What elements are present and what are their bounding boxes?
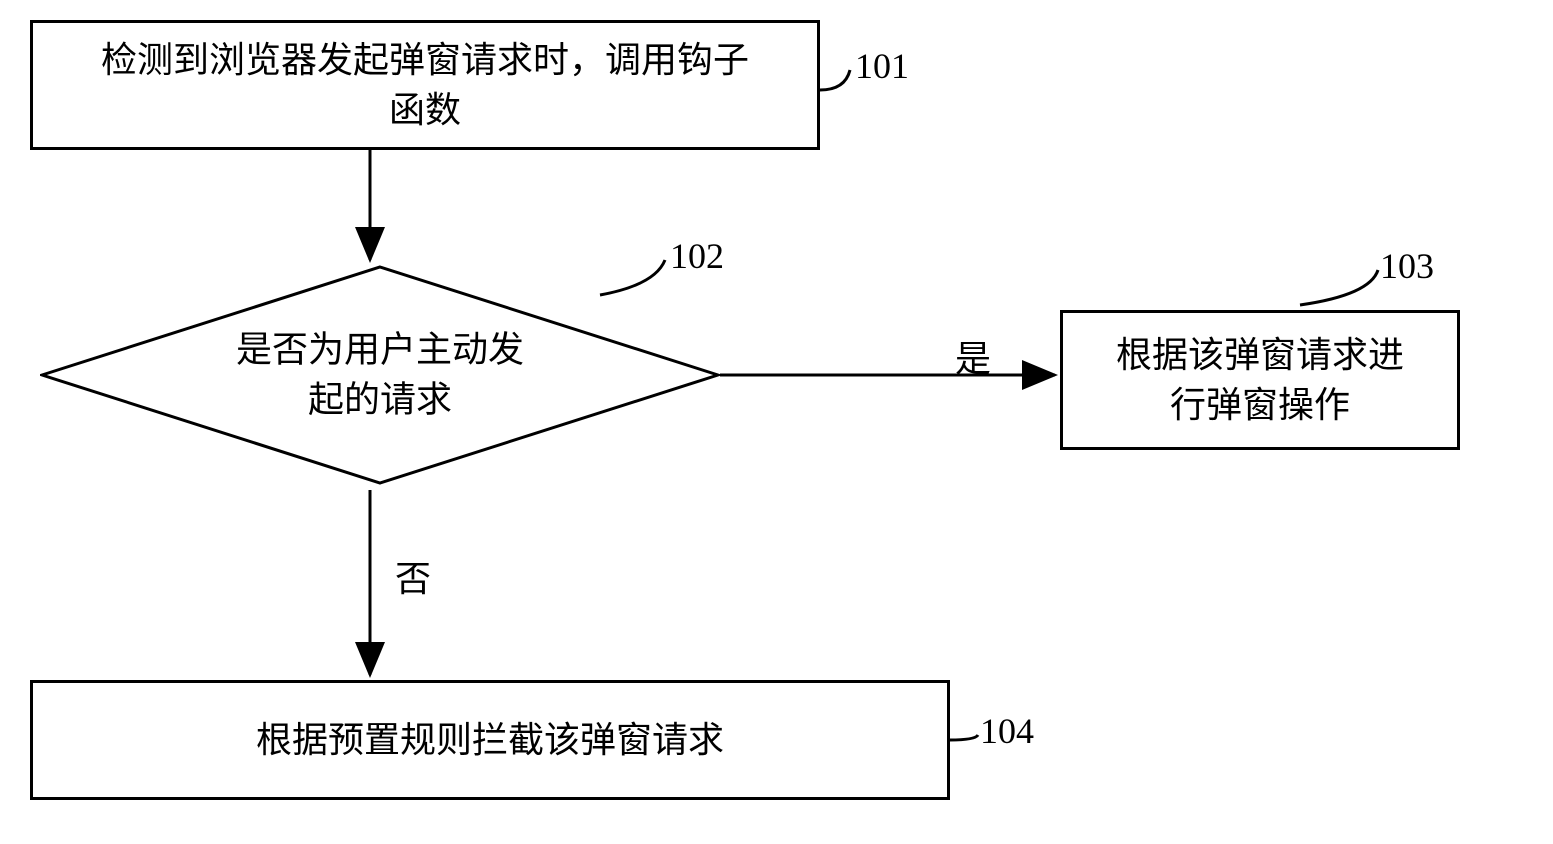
flowchart-node-102: 是否为用户主动发起的请求 bbox=[40, 265, 720, 485]
flowchart-node-101: 检测到浏览器发起弹窗请求时，调用钩子函数 bbox=[30, 20, 820, 150]
node-102-label: 102 bbox=[670, 235, 724, 277]
node-103-text: 根据该弹窗请求进行弹窗操作 bbox=[1116, 330, 1404, 431]
node-104-text: 根据预置规则拦截该弹窗请求 bbox=[256, 715, 724, 765]
edge-no-label: 否 bbox=[395, 550, 431, 602]
flowchart-node-103: 根据该弹窗请求进行弹窗操作 bbox=[1060, 310, 1460, 450]
node-104-label: 104 bbox=[980, 710, 1034, 752]
node-101-text: 检测到浏览器发起弹窗请求时，调用钩子函数 bbox=[101, 35, 749, 136]
node-101-label: 101 bbox=[855, 45, 909, 87]
node-103-label: 103 bbox=[1380, 245, 1434, 287]
flowchart-node-104: 根据预置规则拦截该弹窗请求 bbox=[30, 680, 950, 800]
node-102-text: 是否为用户主动发起的请求 bbox=[236, 325, 524, 426]
edge-yes-label: 是 bbox=[955, 330, 991, 382]
